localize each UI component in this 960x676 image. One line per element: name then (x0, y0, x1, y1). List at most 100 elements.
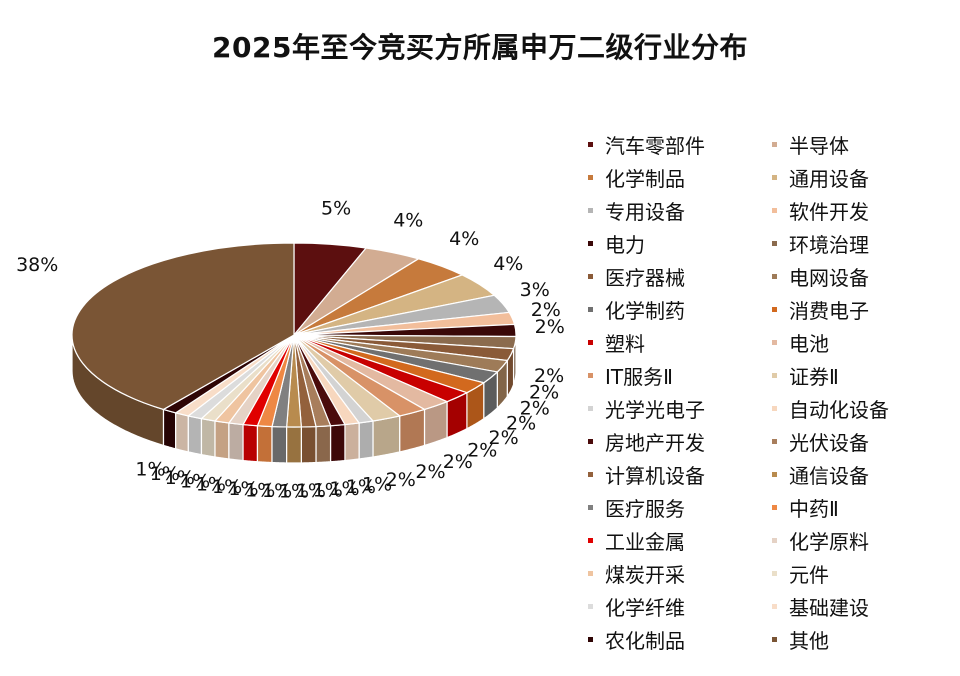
pie-top-faces (71, 242, 517, 428)
legend-item: 其他 (772, 623, 829, 656)
pie-side-20 (300, 425, 317, 464)
legend-swatch (772, 142, 777, 147)
legend-swatch (588, 472, 593, 477)
legend-swatch (772, 571, 777, 576)
data-label-17: 1% (346, 476, 376, 498)
pie-side-30 (162, 408, 177, 450)
data-label-26: 1% (196, 474, 226, 496)
legend-item: 计算机设备 (588, 458, 705, 491)
legend-swatch (588, 439, 593, 444)
pie-side-28 (187, 415, 203, 456)
pie-side-22 (271, 425, 288, 464)
legend-item: 电网设备 (772, 260, 869, 293)
legend-swatch (588, 571, 593, 576)
pie-side-16 (358, 420, 374, 460)
data-label-15: 2% (386, 469, 416, 491)
legend-item: 光伏设备 (772, 425, 869, 458)
legend-swatch (772, 406, 777, 411)
data-label-25: 1% (212, 476, 242, 498)
legend-item: 医疗服务 (588, 491, 685, 524)
data-label-13: 2% (443, 451, 473, 473)
data-label-4: 3% (520, 279, 550, 301)
data-label-23: 1% (245, 479, 275, 501)
legend-item: 医疗器械 (588, 260, 685, 293)
data-label-12: 2% (467, 440, 497, 462)
legend-swatch (588, 208, 593, 213)
data-label-9: 2% (520, 397, 550, 419)
legend-item: 基础建设 (772, 590, 869, 623)
pie-side-24 (242, 423, 259, 463)
legend-swatch (772, 472, 777, 477)
legend-item: 汽车零部件 (588, 128, 705, 161)
legend-label: 电网设备 (789, 266, 869, 290)
legend-item: 半导体 (772, 128, 849, 161)
legend-item: 证券Ⅱ (772, 359, 839, 392)
pie-side-15 (372, 415, 401, 458)
pie-slice-31 (71, 242, 295, 411)
pie-side-27 (200, 417, 216, 458)
legend-label: 电力 (605, 233, 645, 257)
legend-item: 环境治理 (772, 227, 869, 260)
legend-swatch (588, 307, 593, 312)
legend-swatch (588, 538, 593, 543)
legend-item: 化学制品 (588, 161, 685, 194)
legend-label: 房地产开发 (605, 431, 705, 455)
legend-label: IT服务Ⅱ (605, 365, 673, 389)
data-label-0: 5% (321, 198, 351, 220)
pie-side-29 (175, 412, 189, 453)
legend-label: 化学制品 (605, 167, 685, 191)
legend-swatch (588, 274, 593, 279)
legend-label: 光学光电子 (605, 398, 705, 422)
data-label-29: 1% (150, 463, 180, 485)
data-label-2: 4% (449, 228, 479, 250)
legend-swatch (772, 241, 777, 246)
legend-label: 证券Ⅱ (789, 365, 839, 389)
legend-swatch (772, 208, 777, 213)
legend-swatch (772, 637, 777, 642)
legend-swatch (588, 340, 593, 345)
legend-swatch (772, 175, 777, 180)
legend-swatch (588, 373, 593, 378)
legend-label: 塑料 (605, 332, 645, 356)
legend-swatch (772, 604, 777, 609)
data-label-16: 1% (362, 474, 392, 496)
legend-item: 工业金属 (588, 524, 685, 557)
data-label-11: 2% (489, 427, 519, 449)
data-label-7: 2% (534, 365, 564, 387)
legend-label: 计算机设备 (605, 464, 705, 488)
legend-swatch (772, 505, 777, 510)
legend-item: 中药Ⅱ (772, 491, 839, 524)
legend-swatch (588, 505, 593, 510)
legend-swatch (588, 241, 593, 246)
legend-label: 医疗服务 (605, 497, 685, 521)
legend-item: 光学光电子 (588, 392, 705, 425)
legend-item: 电池 (772, 326, 829, 359)
legend-label: 化学制药 (605, 299, 685, 323)
legend-label: 元件 (789, 563, 829, 587)
pie-side-26 (214, 420, 230, 460)
data-label-8: 2% (529, 381, 559, 403)
pie-side-14 (399, 408, 426, 453)
legend-label: 环境治理 (789, 233, 869, 257)
data-label-21: 1% (279, 480, 309, 502)
data-label-20: 1% (296, 480, 326, 502)
pie-side-21 (286, 426, 302, 464)
data-labels: 5%4%4%4%3%2%2%2%2%2%2%2%2%2%2%2%1%1%1%1%… (16, 198, 565, 503)
pie-side-23 (256, 425, 273, 464)
legend-item: IT服务Ⅱ (588, 359, 673, 392)
pie-side-18 (329, 423, 346, 463)
legend-label: 化学纤维 (605, 596, 685, 620)
legend-item: 通用设备 (772, 161, 869, 194)
legend-label: 消费电子 (789, 299, 869, 323)
data-label-31: 38% (16, 254, 58, 276)
legend-swatch (772, 340, 777, 345)
data-label-18: 1% (329, 478, 359, 500)
pie-side-19 (315, 425, 332, 464)
chart-title: 2025年至今竞买方所属申万二级行业分布 (212, 31, 748, 64)
legend-item: 塑料 (588, 326, 645, 359)
legend-item: 农化制品 (588, 623, 685, 656)
data-label-3: 4% (493, 253, 523, 275)
legend-label: 光伏设备 (789, 431, 869, 455)
data-label-1: 4% (393, 209, 423, 231)
legend-item: 专用设备 (588, 194, 685, 227)
